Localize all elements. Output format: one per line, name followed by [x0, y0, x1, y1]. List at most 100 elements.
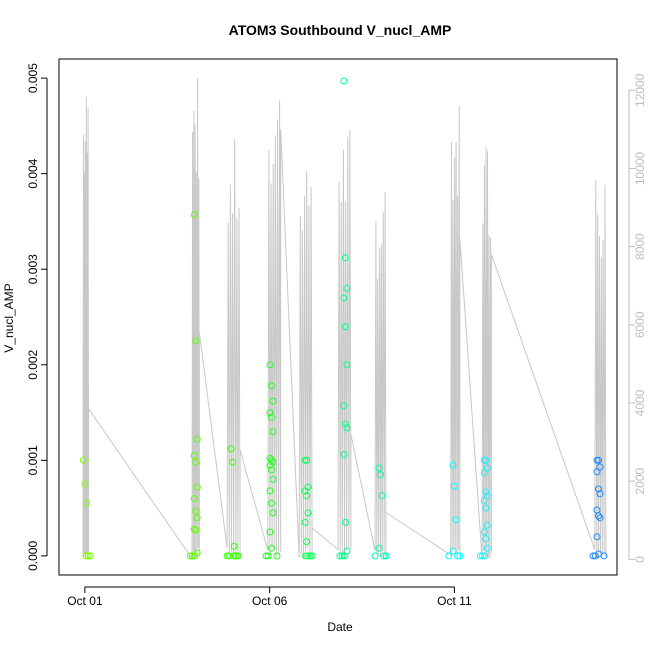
data-point [308, 552, 316, 560]
data-point [268, 499, 275, 507]
data-point [79, 456, 87, 464]
y-tick-label: 0.005 [26, 63, 40, 93]
data-point [266, 409, 274, 417]
data-point [479, 552, 486, 560]
data-point [306, 552, 314, 560]
data-point [338, 552, 346, 560]
data-point [375, 544, 383, 552]
data-point [268, 466, 275, 474]
data-point [596, 514, 604, 522]
data-point [82, 499, 90, 507]
y-tick-label: 0.004 [26, 158, 40, 188]
data-point [445, 552, 453, 560]
data-point [480, 469, 488, 477]
data-point [450, 482, 458, 490]
axes-layer: 0.000 0.001 0.002 0.003 0.004 0.005 0 2000 4000 6… [26, 63, 647, 608]
data-point [266, 361, 274, 369]
data-point [193, 435, 201, 443]
data-point [268, 413, 275, 421]
data-point [600, 552, 608, 560]
data-point [234, 552, 242, 560]
data-point [482, 488, 490, 496]
data-point [301, 487, 309, 495]
data-point [266, 528, 274, 536]
data-point [476, 552, 484, 560]
data-point [266, 487, 274, 495]
points-layer [79, 77, 608, 560]
data-point [273, 552, 281, 560]
data-point [269, 475, 277, 483]
data-point [481, 552, 489, 560]
y2-tick-label: 6000 [633, 311, 647, 338]
data-point [595, 485, 602, 493]
data-point [188, 552, 196, 560]
data-point [483, 544, 491, 552]
y2-tick-label: 2000 [633, 468, 647, 495]
data-point [452, 516, 460, 524]
line-series-layer [82, 78, 607, 561]
data-point [301, 518, 309, 526]
data-point [341, 254, 349, 262]
data-point [269, 428, 277, 436]
data-point [343, 424, 351, 432]
data-point [268, 382, 275, 390]
data-point [302, 552, 309, 560]
y2-tick-label: 8000 [633, 233, 647, 260]
data-point [377, 471, 384, 479]
data-point [340, 294, 348, 302]
data-point [371, 552, 379, 560]
plot-frame [58, 58, 618, 576]
data-point [378, 492, 386, 500]
x-tick-label: Oct 06 [252, 594, 288, 608]
data-point [193, 514, 201, 522]
data-point [449, 461, 457, 469]
data-point [225, 552, 233, 560]
data-point [262, 552, 270, 560]
data-point [595, 512, 602, 520]
y-tick-label: 0.002 [26, 349, 40, 379]
data-point [303, 456, 311, 464]
data-point [456, 552, 464, 560]
data-point [589, 552, 597, 560]
data-point [264, 552, 272, 560]
data-point [593, 533, 601, 541]
data-point [304, 509, 312, 517]
data-point [303, 492, 311, 500]
data-point [595, 456, 602, 464]
data-point [232, 552, 240, 560]
x-tick-label: Oct 11 [437, 594, 472, 608]
data-point [223, 552, 231, 560]
data-point [340, 77, 348, 85]
data-point [268, 456, 275, 464]
data-point [341, 518, 349, 526]
data-point [303, 538, 311, 546]
data-point [593, 468, 601, 476]
data-point [596, 490, 604, 498]
data-point [375, 464, 383, 472]
data-point [191, 552, 199, 560]
data-point [341, 420, 349, 428]
data-point [380, 552, 388, 560]
data-point [482, 456, 490, 464]
data-point [382, 552, 390, 560]
data-point [193, 483, 201, 491]
y2-tick-label: 4000 [633, 389, 647, 416]
data-point [482, 535, 490, 543]
data-point [449, 547, 457, 555]
data-point [190, 211, 198, 219]
y-tick-label: 0.001 [26, 445, 40, 475]
data-point [343, 361, 351, 369]
data-point [192, 507, 200, 515]
y2-tick-label: 0 [633, 556, 647, 563]
data-point [269, 397, 277, 405]
data-point [336, 552, 344, 560]
data-point [482, 504, 490, 512]
data-point [227, 445, 235, 453]
data-point [82, 552, 90, 560]
y2-tick-label: 12000 [633, 73, 647, 107]
data-point [190, 452, 198, 460]
series-line [82, 78, 607, 561]
data-point [341, 323, 349, 331]
data-point [480, 497, 488, 504]
